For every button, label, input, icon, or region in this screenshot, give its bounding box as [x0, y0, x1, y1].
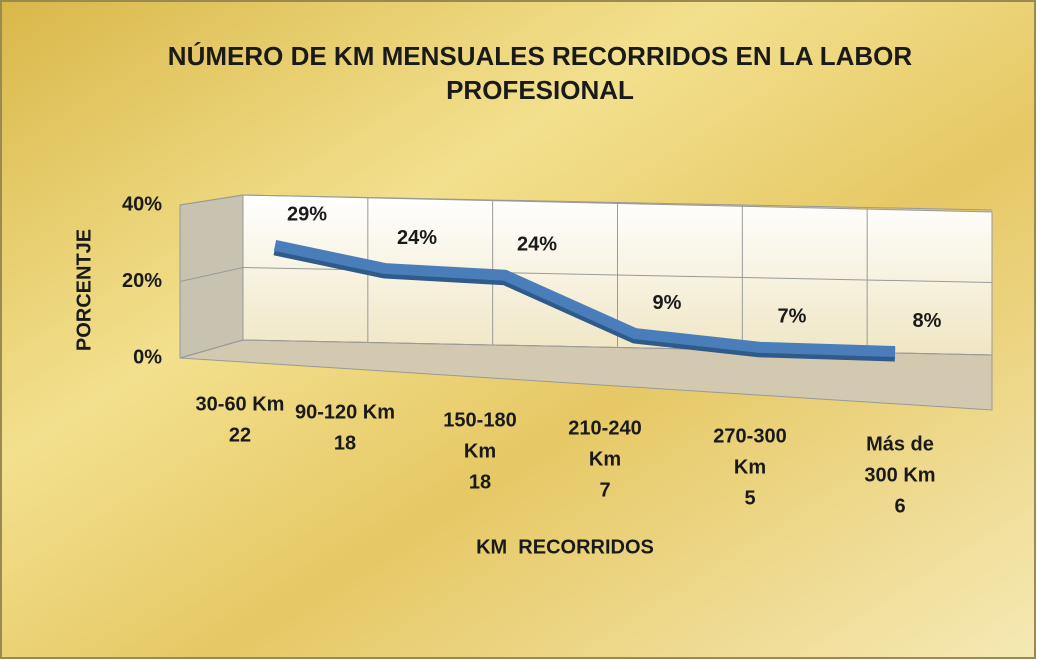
data-line: [273, 240, 896, 358]
x-tick-label: 90-120 Km: [295, 401, 395, 423]
x-tick-label: 18: [334, 432, 356, 454]
chart-title: NÚMERO DE KM MENSUALES RECORRIDOS EN LA …: [168, 41, 913, 71]
data-label: 9%: [653, 292, 682, 314]
x-tick-label: Km: [734, 456, 766, 478]
data-label: 7%: [778, 306, 807, 328]
x-tick-label: 300 Km: [864, 464, 935, 486]
x-tick-label: 210-240: [568, 417, 641, 439]
x-tick-label: 30-60 Km: [196, 393, 285, 415]
grid-line: [179, 194, 244, 206]
x-tick-label: Más de: [866, 433, 934, 455]
grid-line: [179, 339, 244, 359]
x-tick-label: 22: [229, 424, 251, 446]
y-tick-label: 40%: [122, 193, 162, 215]
data-label: 8%: [913, 310, 942, 332]
y-axis-title: PORCENTJE: [73, 229, 95, 351]
x-tick-label: 5: [744, 487, 755, 509]
grid-line: [179, 267, 244, 282]
y-tick-label: 20%: [122, 270, 162, 292]
chart-title: PROFESIONAL: [446, 75, 634, 105]
side-wall: [179, 194, 244, 359]
x-tick-label: 150-180: [443, 409, 516, 431]
x-tick-label: 6: [894, 495, 905, 517]
x-axis-title: KM RECORRIDOS: [476, 536, 654, 558]
data-label: 29%: [287, 204, 327, 226]
x-tick-label: Km: [589, 448, 621, 470]
data-label: 24%: [397, 227, 437, 249]
x-tick-label: 7: [599, 479, 610, 501]
y-tick-label: 0%: [133, 346, 162, 368]
data-label: 24%: [517, 234, 557, 256]
x-tick-label: 270-300: [713, 425, 786, 447]
x-tick-label: 18: [469, 471, 491, 493]
x-tick-label: Km: [464, 440, 496, 462]
